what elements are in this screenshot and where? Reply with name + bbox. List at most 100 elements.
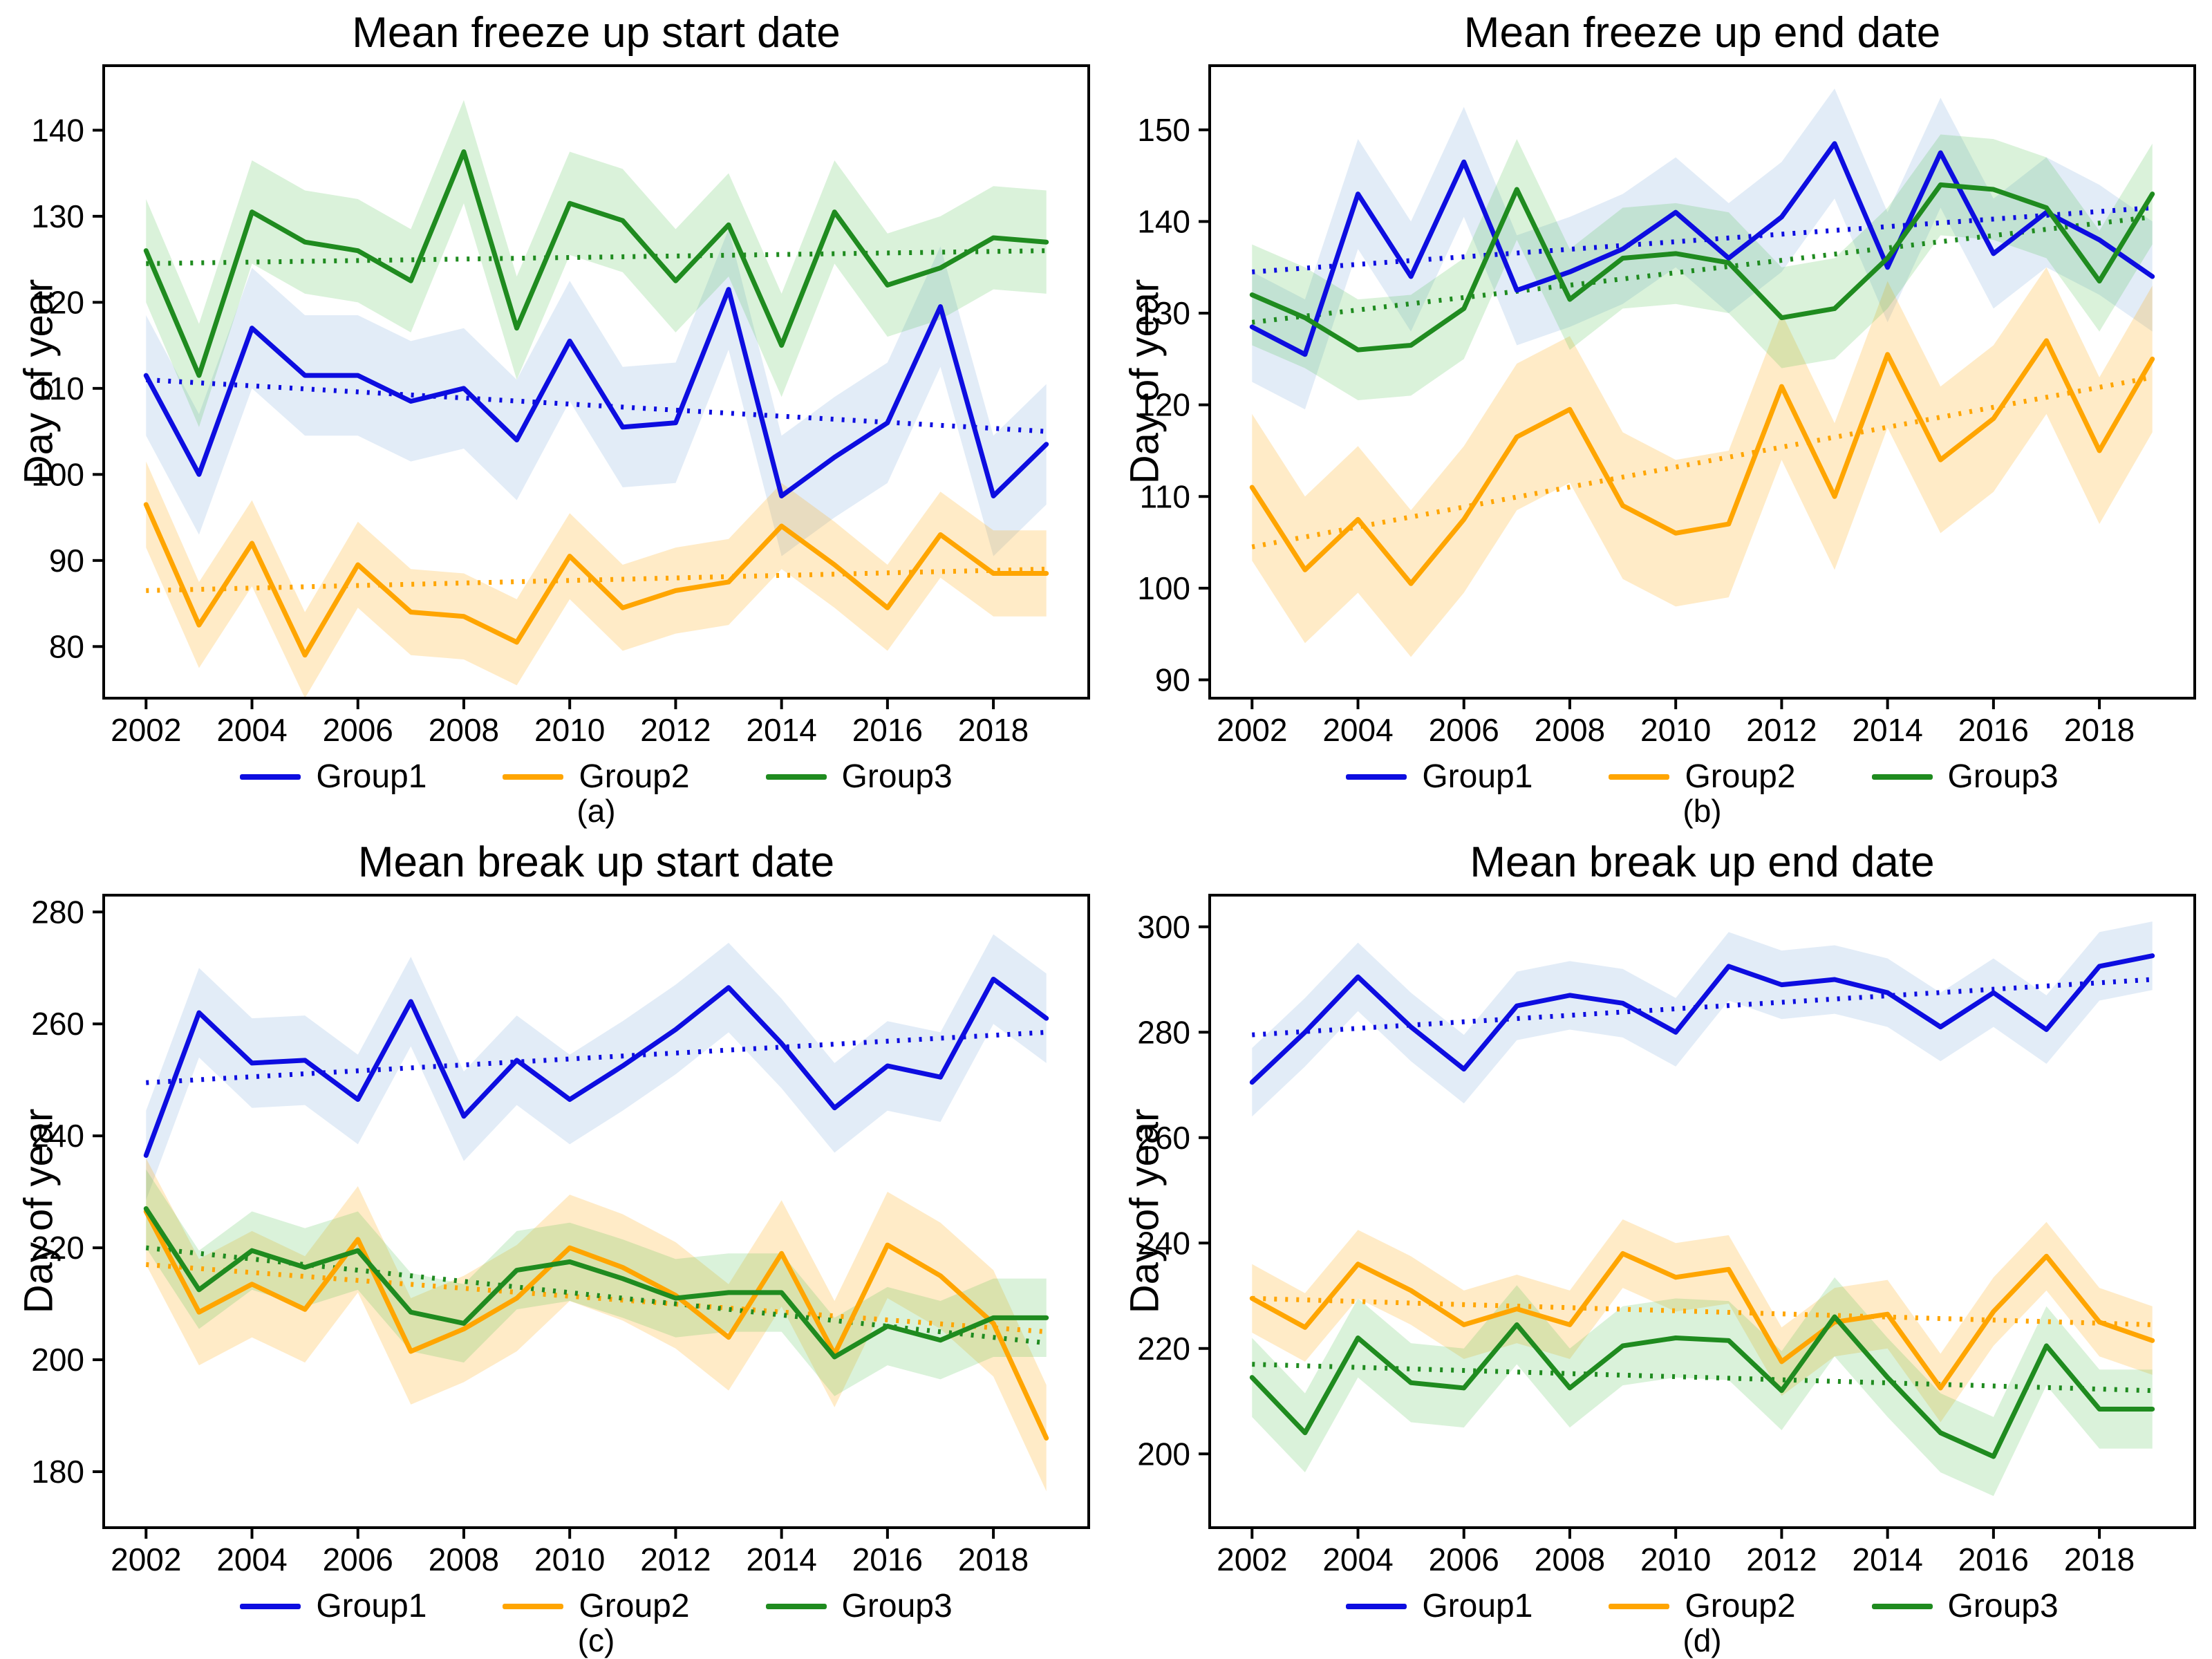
ci-band-group2 — [146, 1158, 1047, 1492]
x-tick-label: 2018 — [2064, 712, 2135, 748]
y-tick-label: 80 — [49, 628, 84, 664]
y-tick-label: 240 — [31, 1118, 84, 1154]
ci-band-group1 — [1252, 921, 2153, 1117]
plot-area — [1249, 88, 2155, 657]
trend-line-group1 — [1252, 205, 2153, 274]
legend-label: Group1 — [316, 1588, 427, 1624]
panel-caption: (d) — [1683, 1622, 1722, 1658]
series-line-group3 — [1249, 1314, 2155, 1459]
group1-line-swatch — [1346, 1603, 1407, 1609]
x-tick-label: 2012 — [1746, 1541, 1817, 1577]
y-tick-label: 100 — [31, 456, 84, 492]
series-line-group1 — [1249, 953, 2155, 1085]
legend: Group1 Group2 Group3 — [1210, 758, 2195, 796]
x-tick-label: 2002 — [1217, 712, 1287, 748]
y-tick-label: 220 — [31, 1230, 84, 1266]
y-tick-label: 150 — [1137, 112, 1190, 148]
legend-item-group1: Group1 — [1346, 758, 1533, 796]
group2-line-swatch — [503, 774, 564, 780]
legend-item-group1: Group1 — [240, 758, 427, 796]
ci-band-group3 — [146, 100, 1047, 427]
legend: Group1 Group2 Group3 — [1210, 1587, 2195, 1625]
group3-line-swatch — [765, 774, 827, 780]
ci-band-group1 — [146, 934, 1047, 1201]
legend-item-group1: Group1 — [240, 1587, 427, 1625]
x-tick-label: 2014 — [1852, 712, 1922, 748]
x-tick-label: 2006 — [1429, 1541, 1499, 1577]
x-tick-label: 2004 — [1322, 712, 1393, 748]
y-tick-label: 100 — [1137, 570, 1190, 606]
legend-item-group2: Group2 — [1609, 758, 1796, 796]
x-tick-label: 2014 — [1852, 1541, 1922, 1577]
y-tick-label: 280 — [31, 894, 84, 930]
x-axis: 2002 2004 2006 2008 2010 2012 2014 2016 2018 — [111, 698, 1029, 748]
y-tick-label: 200 — [31, 1342, 84, 1378]
y-tick-label: 110 — [1140, 478, 1190, 514]
x-tick-label: 2008 — [1535, 712, 1605, 748]
x-tick-label: 2014 — [746, 1541, 816, 1577]
x-tick-label: 2010 — [534, 1541, 605, 1577]
x-tick-label: 2010 — [1640, 1541, 1711, 1577]
panel-caption: (a) — [577, 793, 616, 829]
x-tick-label: 2002 — [111, 712, 181, 748]
x-tick-label: 2004 — [216, 712, 287, 748]
series-line-group3 — [1249, 182, 2155, 353]
group2-line-swatch — [1609, 774, 1670, 780]
series-line-group2 — [1249, 1251, 2155, 1391]
chart-title: Mean freeze up start date — [352, 9, 841, 57]
legend-item-group3: Group3 — [765, 1587, 953, 1625]
y-tick-label: 120 — [1137, 387, 1190, 423]
x-tick-label: 2016 — [1958, 1541, 2029, 1577]
legend: Group1 Group2 Group3 — [104, 758, 1089, 796]
x-tick-label: 2004 — [216, 1541, 287, 1577]
legend-label: Group3 — [1947, 758, 2059, 795]
series-line-group1 — [143, 976, 1049, 1159]
group1-line-swatch — [240, 1603, 301, 1609]
y-tick-label: 130 — [1137, 295, 1190, 331]
chart-title: Mean break up end date — [1470, 838, 1935, 886]
plot-area — [143, 100, 1049, 698]
x-tick-label: 2010 — [1640, 712, 1711, 748]
legend-item-group2: Group2 — [503, 1587, 690, 1625]
ci-band-group2 — [1252, 267, 2153, 657]
group3-line-swatch — [765, 1603, 827, 1609]
y-tick-label: 120 — [31, 284, 84, 320]
plot-area — [1249, 921, 2155, 1497]
legend-label: Group2 — [579, 1588, 690, 1624]
x-tick-label: 2006 — [1429, 712, 1499, 748]
series-line-group2 — [143, 1209, 1049, 1441]
y-tick-label: 220 — [1137, 1331, 1190, 1367]
trend-line-group2 — [146, 1262, 1047, 1335]
legend-label: Group3 — [841, 1588, 953, 1624]
group3-line-swatch — [1871, 1603, 1933, 1609]
y-tick-label: 280 — [1137, 1014, 1190, 1050]
y-axis: 180 200 220 240 260 280 — [31, 894, 104, 1490]
x-tick-label: 2012 — [640, 712, 711, 748]
y-tick-label: 200 — [1137, 1436, 1190, 1472]
legend-item-group3: Group3 — [1871, 1587, 2059, 1625]
panel-break-up-start: Mean break up start date Day of year 180… — [0, 830, 1106, 1659]
x-tick-label: 2016 — [852, 712, 923, 748]
y-tick-label: 260 — [1137, 1120, 1190, 1156]
x-tick-label: 2004 — [1322, 1541, 1393, 1577]
x-tick-label: 2016 — [1958, 712, 2029, 748]
ci-band-group3 — [1252, 1277, 2153, 1497]
panel-caption: (b) — [1683, 793, 1722, 829]
group1-line-swatch — [1346, 774, 1407, 780]
plot-border — [1208, 64, 2196, 700]
x-tick-label: 2006 — [323, 1541, 393, 1577]
ci-band-group1 — [146, 229, 1047, 556]
x-tick-label: 2002 — [1217, 1541, 1287, 1577]
y-axis: 200 220 240 260 280 300 — [1137, 909, 1210, 1472]
legend-label: Group1 — [316, 758, 427, 795]
panel-caption: (c) — [577, 1622, 615, 1658]
group2-line-swatch — [1609, 1603, 1670, 1609]
legend-label: Group2 — [1685, 758, 1796, 795]
panel-freeze-up-end: Mean freeze up end date Day of year 90 10… — [1106, 0, 2212, 830]
plot-area — [143, 934, 1049, 1492]
x-tick-label: 2008 — [429, 1541, 499, 1577]
x-tick-label: 2018 — [958, 712, 1029, 748]
